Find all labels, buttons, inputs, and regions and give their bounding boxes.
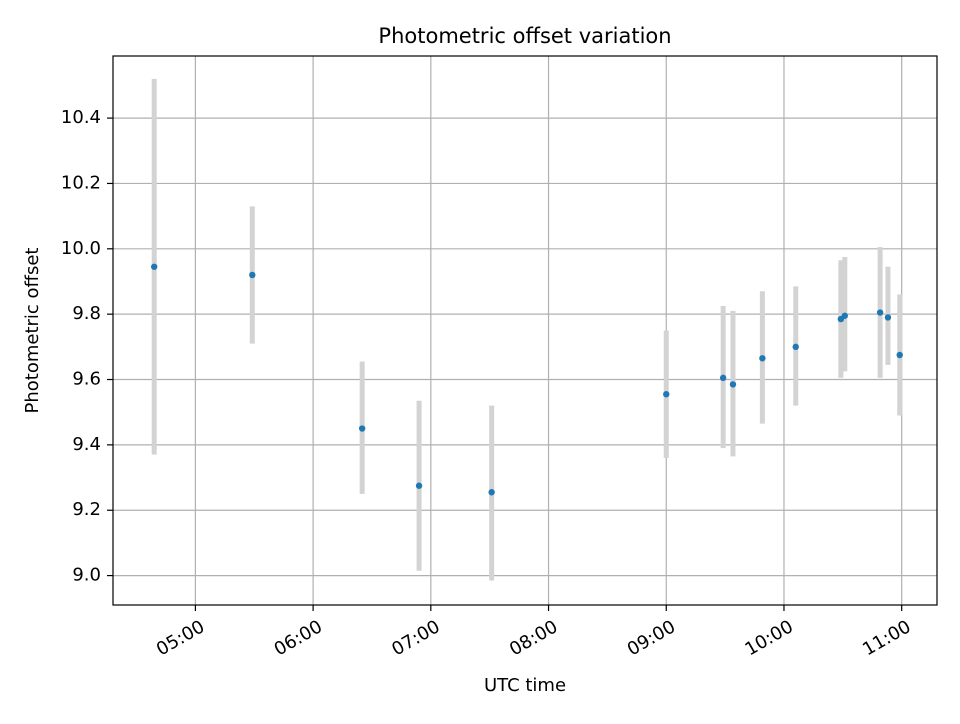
data-point xyxy=(792,343,799,351)
data-point xyxy=(719,374,727,382)
data-point xyxy=(151,263,158,270)
y-tick-label: 9.4 xyxy=(72,434,101,455)
y-tick-label: 9.6 xyxy=(72,369,101,390)
data-point xyxy=(896,351,903,359)
data-point xyxy=(729,381,737,388)
y-tick-label: 9.8 xyxy=(72,303,101,324)
data-point xyxy=(759,355,766,362)
data-point xyxy=(249,271,256,279)
chart-title: Photometric offset variation xyxy=(378,24,671,48)
y-tick-label: 10.2 xyxy=(61,172,101,193)
data-point xyxy=(876,309,884,316)
y-tick-label: 9.2 xyxy=(72,499,101,520)
data-point xyxy=(415,482,423,489)
y-tick-label: 9.0 xyxy=(72,565,101,586)
point-layer xyxy=(151,263,903,496)
data-point xyxy=(841,312,848,319)
y-axis-label: Photometric offset xyxy=(22,248,43,414)
plot-frame xyxy=(112,55,938,606)
x-axis-label: UTC time xyxy=(484,675,566,696)
y-tick-label: 10.0 xyxy=(61,238,101,259)
data-point xyxy=(884,314,892,321)
y-tick-label: 10.4 xyxy=(61,107,101,128)
data-point xyxy=(488,489,495,496)
data-point xyxy=(663,391,670,398)
data-point xyxy=(358,425,366,432)
